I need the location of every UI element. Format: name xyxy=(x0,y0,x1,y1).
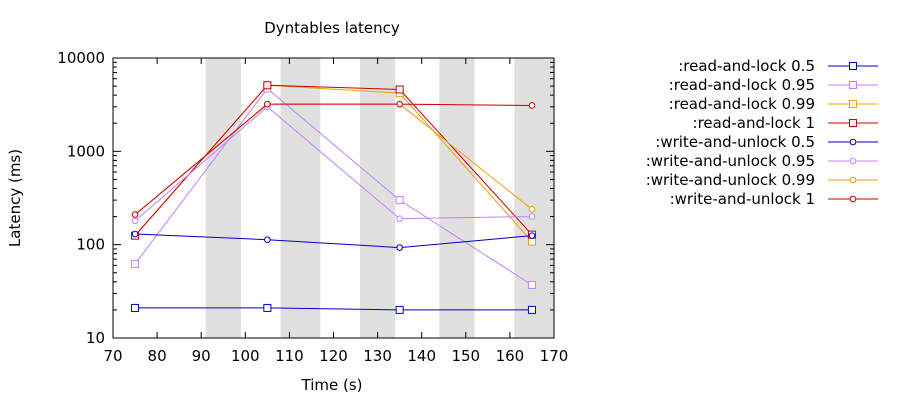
legend-marker xyxy=(849,62,857,70)
x-tick-label: 90 xyxy=(192,347,211,365)
legend-marker xyxy=(849,176,857,184)
x-axis-label: Time (s) xyxy=(301,376,363,394)
y-tick-label: 10000 xyxy=(57,49,105,67)
x-axis: 70 80 90 100 110 120 130 140 150 160 170 xyxy=(103,58,568,365)
y-tick-label: 100 xyxy=(76,236,105,254)
x-tick-label: 140 xyxy=(407,347,436,365)
data-point xyxy=(131,303,140,312)
data-point xyxy=(131,260,140,269)
series-7 xyxy=(131,100,536,218)
chart-title: Dyntables latency xyxy=(264,19,400,37)
data-point xyxy=(527,280,536,289)
series-line xyxy=(135,233,532,249)
legend-entry: :write-and-unlock 0.5 xyxy=(655,133,878,151)
legend-label: :write-and-unlock 0.5 xyxy=(655,133,815,151)
y-tick-label: 1000 xyxy=(67,142,105,160)
x-tick-label: 170 xyxy=(540,347,569,365)
x-tick-label: 160 xyxy=(496,347,525,365)
series-line xyxy=(134,103,532,215)
legend-label: :read-and-lock 0.95 xyxy=(669,76,815,94)
data-point xyxy=(527,305,536,314)
data-point xyxy=(131,211,139,218)
legend-label: :write-and-unlock 1 xyxy=(670,190,815,208)
data-point xyxy=(528,213,536,220)
data-point xyxy=(131,217,139,225)
legend-entry: :write-and-unlock 0.95 xyxy=(646,152,878,170)
legend-label: :read-and-lock 0.5 xyxy=(678,57,815,75)
data-point xyxy=(263,303,272,312)
data-point xyxy=(264,100,271,108)
legend-entry: :read-and-lock 0.5 xyxy=(678,57,878,75)
data-point xyxy=(528,102,536,109)
data-point xyxy=(396,215,403,222)
shaded-band-4 xyxy=(514,58,554,338)
legend-entry: :write-and-unlock 1 xyxy=(670,190,878,208)
legend-entry: :read-and-lock 1 xyxy=(693,114,878,132)
shaded-band-0 xyxy=(205,58,241,338)
legend: :read-and-lock 0.5:read-and-lock 0.95:re… xyxy=(646,57,878,208)
legend-marker xyxy=(849,195,857,203)
x-tick-label: 100 xyxy=(231,347,260,365)
legend-entry: :read-and-lock 0.99 xyxy=(669,95,878,113)
legend-label: :read-and-lock 0.99 xyxy=(669,95,815,113)
legend-entry: :read-and-lock 0.95 xyxy=(669,76,878,94)
x-tick-label: 70 xyxy=(103,347,122,365)
legend-marker xyxy=(849,119,857,127)
series-line xyxy=(134,106,532,222)
plot-frame xyxy=(112,57,555,339)
series-line xyxy=(134,87,533,286)
data-point xyxy=(396,100,403,108)
series-line xyxy=(134,84,533,236)
legend-marker xyxy=(849,81,857,89)
x-tick-label: 150 xyxy=(451,347,480,365)
x-tick-label: 120 xyxy=(319,347,348,365)
legend-marker xyxy=(849,157,857,165)
data-point xyxy=(396,244,403,251)
shaded-band-2 xyxy=(359,58,396,338)
legend-label: :write-and-unlock 0.95 xyxy=(646,152,815,170)
data-point xyxy=(528,205,536,213)
y-tick-label: 10 xyxy=(86,329,105,347)
x-tick-label: 110 xyxy=(275,347,304,365)
series-1 xyxy=(131,84,536,289)
series-4 xyxy=(131,230,536,251)
data-point xyxy=(131,230,139,238)
shaded-band-3 xyxy=(439,58,475,338)
legend-entry: :write-and-unlock 0.99 xyxy=(646,171,878,189)
data-point xyxy=(527,237,536,246)
data-point xyxy=(264,236,271,244)
legend-label: :write-and-unlock 0.99 xyxy=(646,171,815,189)
legend-label: :read-and-lock 1 xyxy=(693,114,815,132)
series-lines xyxy=(131,81,536,314)
y-axis-label: Latency (ms) xyxy=(6,149,24,247)
shaded-band-1 xyxy=(280,58,321,338)
data-point xyxy=(395,305,404,314)
x-tick-label: 130 xyxy=(363,347,392,365)
shaded-bands xyxy=(205,58,554,338)
series-line xyxy=(135,307,532,311)
x-tick-label: 80 xyxy=(148,347,167,365)
data-point xyxy=(395,196,404,205)
data-point xyxy=(528,232,536,239)
y-axis: 10 100 1000 10000 xyxy=(57,49,554,347)
legend-marker xyxy=(849,138,857,146)
data-point xyxy=(263,81,272,90)
legend-marker xyxy=(849,100,857,108)
data-point xyxy=(395,85,404,94)
series-0 xyxy=(131,303,536,314)
